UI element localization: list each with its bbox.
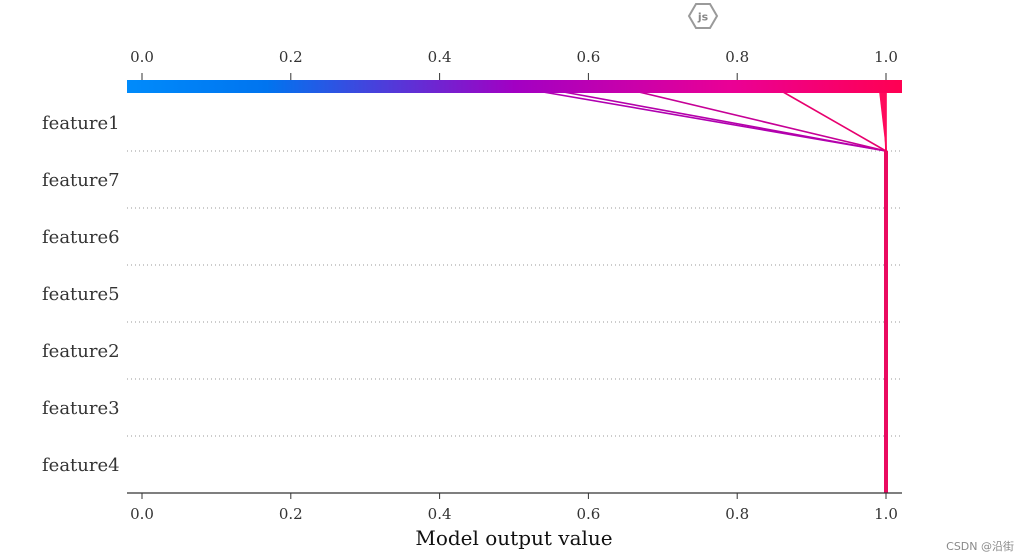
top-tick-label: 0.0 bbox=[130, 48, 154, 66]
decision-line-fan bbox=[878, 87, 886, 151]
decision-line bbox=[617, 86, 887, 493]
js-hexagon-icon bbox=[687, 3, 719, 29]
bottom-tick-label: 0.6 bbox=[576, 505, 600, 523]
feature-label: feature6 bbox=[42, 227, 120, 248]
feature-label: feature2 bbox=[42, 341, 120, 362]
feature-labels: feature1 feature7 feature6 feature5 feature2… bbox=[42, 113, 120, 476]
decision-lines bbox=[513, 86, 888, 493]
bottom-tick-label: 1.0 bbox=[874, 505, 898, 523]
bottom-tick-label: 0.8 bbox=[725, 505, 749, 523]
decision-line bbox=[536, 86, 887, 493]
colorbar bbox=[127, 80, 902, 93]
top-tick-label: 0.2 bbox=[279, 48, 303, 66]
feature-label: feature3 bbox=[42, 398, 120, 419]
bottom-tick-label: 0.4 bbox=[428, 505, 452, 523]
top-tick-label: 0.6 bbox=[576, 48, 600, 66]
feature-label: feature5 bbox=[42, 284, 120, 305]
top-tick-label: 1.0 bbox=[874, 48, 898, 66]
feature-label: feature1 bbox=[42, 113, 120, 134]
watermark: CSDN @沿街 bbox=[946, 540, 1014, 553]
feature-label: feature4 bbox=[42, 455, 120, 476]
bottom-tick-label: 0.0 bbox=[130, 505, 154, 523]
bottom-tick-label: 0.2 bbox=[279, 505, 303, 523]
js-badge[interactable]: js bbox=[687, 3, 719, 29]
x-axis-title: Model output value bbox=[415, 526, 612, 550]
top-axis: 0.0 0.2 0.4 0.6 0.8 1.0 bbox=[130, 48, 898, 80]
js-badge-label: js bbox=[697, 11, 709, 24]
top-tick-label: 0.8 bbox=[725, 48, 749, 66]
feature-gridlines bbox=[127, 150, 902, 494]
decision-line bbox=[513, 86, 887, 493]
top-tick-label: 0.4 bbox=[428, 48, 452, 66]
feature-label: feature7 bbox=[42, 170, 120, 191]
bottom-axis: 0.0 0.2 0.4 0.6 0.8 1.0 bbox=[127, 492, 902, 523]
